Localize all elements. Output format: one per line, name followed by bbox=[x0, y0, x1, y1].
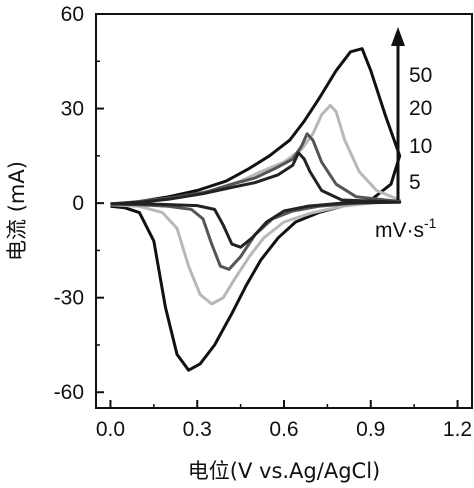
y-tick-label: 60 bbox=[61, 3, 84, 26]
x-tick-label: 1.2 bbox=[443, 418, 472, 441]
x-axis-label: 电位(V vs.Ag/AgCl) bbox=[188, 459, 380, 483]
legend-arrow-head-icon bbox=[391, 27, 405, 46]
legend-label-10: 10 bbox=[409, 135, 432, 158]
y-tick-label: 0 bbox=[72, 192, 84, 215]
legend-label-20: 20 bbox=[409, 97, 432, 120]
legend-unit-main: mV·s bbox=[375, 219, 424, 242]
axis-ticks: 0.0 0.3 0.6 0.9 1.2 60 30 0 -30 -60 bbox=[54, 3, 472, 441]
legend-label-5: 5 bbox=[409, 171, 421, 194]
x-tick-label: 0.6 bbox=[269, 418, 298, 441]
x-tick-label: 0.9 bbox=[356, 418, 385, 441]
y-axis-label: 电流 (mA) bbox=[5, 161, 29, 261]
legend-unit-exponent: -1 bbox=[424, 215, 437, 231]
y-tick-label: -30 bbox=[54, 287, 84, 310]
x-tick-label: 0.0 bbox=[96, 418, 125, 441]
x-tick-label: 0.3 bbox=[183, 418, 212, 441]
y-tick-label: 30 bbox=[61, 98, 84, 121]
y-tick-label: -60 bbox=[54, 381, 84, 404]
scan-rate-legend: 50 20 10 5 mV·s-1 bbox=[375, 27, 437, 242]
legend-unit: mV·s-1 bbox=[375, 215, 437, 242]
legend-label-50: 50 bbox=[409, 64, 432, 87]
cv-curves bbox=[110, 47, 402, 372]
cv-curve-5 bbox=[110, 151, 402, 249]
